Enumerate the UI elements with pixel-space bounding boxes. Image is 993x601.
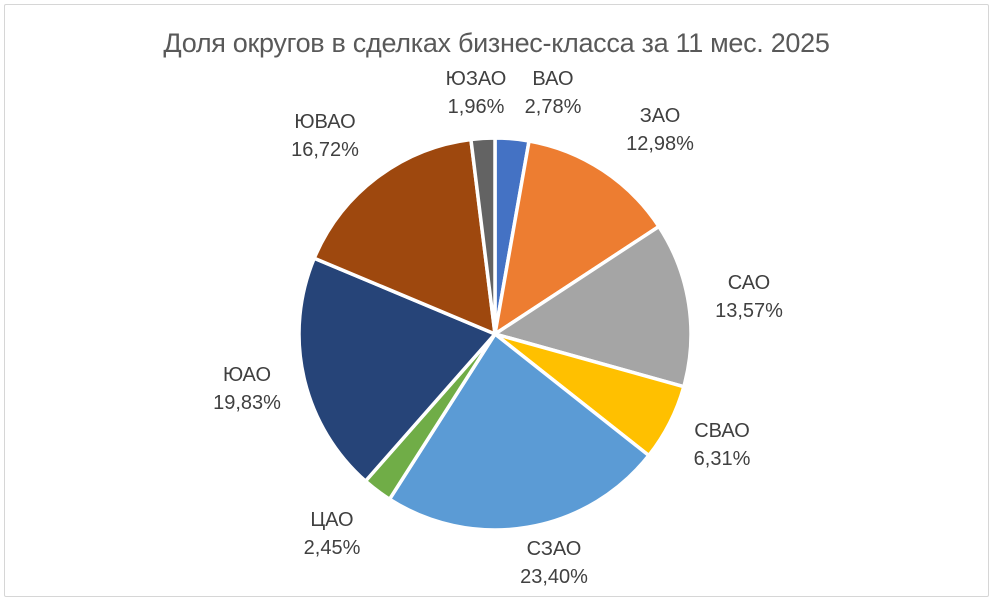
slice-category-name: ЗАО [639,105,681,127]
slice-percent-value: 16,72% [291,139,359,161]
pie-slice-label: ВАО 2,78% [525,65,582,121]
pie-slice[interactable] [493,139,661,336]
slice-percent-value: 12,98% [626,133,694,155]
slice-category-name: ЦАО [310,509,354,531]
slice-percent-value: 13,57% [715,300,783,322]
pie-slice-label: ЮАО 19,83% [213,361,281,417]
slice-percent-value: 6,31% [693,448,751,470]
pie-slice[interactable] [312,137,497,336]
slice-category-name: ЮЗАО [445,68,507,90]
pie-slice-label: СВАО 6,31% [694,417,751,473]
slice-percent-value: 19,83% [213,392,281,414]
slice-category-name: СВАО [694,420,750,442]
slice-percent-value: 1,96% [447,96,505,118]
pie-slice-label: САО 13,57% [715,269,783,325]
pie-slice-label: СЗАО 23,40% [520,535,588,591]
slice-percent-value: 23,40% [520,566,588,588]
pie-slice-label: ЮЗАО 1,96% [446,65,507,121]
pie-slice-label: ЗАО 12,98% [626,102,694,158]
slice-category-name: ВАО [532,68,574,90]
slice-category-name: САО [727,272,771,294]
slice-category-name: ЮАО [223,364,271,386]
slice-percent-value: 2,45% [303,537,361,559]
slice-category-name: ЮВАО [294,111,356,133]
pie-slice-label: ЦАО 2,45% [304,506,361,562]
pie-slice[interactable] [469,136,497,336]
slice-category-name: СЗАО [526,538,582,560]
pie-slice-label: ЮВАО 16,72% [291,108,359,164]
pie-slice[interactable] [387,332,651,532]
slice-percent-value: 2,78% [524,96,582,118]
chart-title: Доля округов в сделках бизнес-класса за … [163,28,830,58]
